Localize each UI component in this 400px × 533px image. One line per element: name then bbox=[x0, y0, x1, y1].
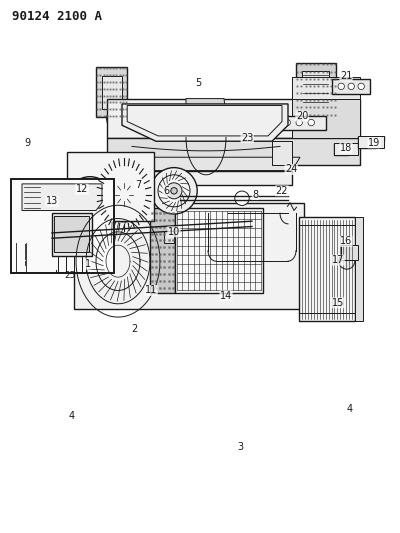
Polygon shape bbox=[296, 63, 336, 116]
Circle shape bbox=[120, 190, 128, 199]
Bar bbox=[175, 208, 263, 293]
Polygon shape bbox=[107, 99, 360, 138]
Polygon shape bbox=[74, 203, 304, 309]
Polygon shape bbox=[67, 152, 154, 237]
Polygon shape bbox=[127, 106, 282, 136]
Circle shape bbox=[97, 167, 151, 222]
Bar bbox=[17, 229, 34, 243]
Polygon shape bbox=[96, 67, 127, 117]
Text: 16: 16 bbox=[340, 237, 352, 246]
Circle shape bbox=[308, 119, 314, 126]
Bar bbox=[358, 136, 384, 148]
Text: 11: 11 bbox=[145, 286, 157, 295]
Text: 5: 5 bbox=[195, 78, 201, 87]
Circle shape bbox=[76, 186, 104, 214]
Text: 19: 19 bbox=[368, 138, 380, 148]
Bar bbox=[52, 213, 92, 256]
Circle shape bbox=[235, 191, 249, 206]
Polygon shape bbox=[22, 184, 102, 211]
Polygon shape bbox=[292, 99, 360, 138]
Circle shape bbox=[166, 183, 182, 199]
Circle shape bbox=[348, 83, 354, 90]
Bar bbox=[102, 76, 122, 109]
Text: 90124 2100 A: 90124 2100 A bbox=[12, 10, 102, 22]
Circle shape bbox=[103, 174, 145, 215]
Bar bbox=[150, 208, 175, 293]
Bar bbox=[341, 245, 358, 260]
Text: 14: 14 bbox=[220, 291, 232, 301]
Bar bbox=[334, 143, 358, 155]
Text: 2: 2 bbox=[131, 325, 137, 334]
Bar bbox=[11, 179, 114, 273]
Bar bbox=[302, 71, 329, 107]
Text: 17: 17 bbox=[332, 255, 344, 265]
Text: 15: 15 bbox=[332, 298, 344, 308]
Text: 23: 23 bbox=[241, 133, 253, 142]
Text: 9: 9 bbox=[24, 138, 30, 148]
Text: 6: 6 bbox=[163, 186, 169, 196]
Bar bbox=[278, 116, 326, 130]
Text: 25: 25 bbox=[64, 271, 76, 280]
Text: 10: 10 bbox=[168, 227, 180, 237]
Circle shape bbox=[84, 194, 96, 206]
Text: 4: 4 bbox=[69, 411, 75, 421]
Polygon shape bbox=[292, 77, 360, 99]
Text: 20: 20 bbox=[296, 111, 308, 121]
Bar bbox=[54, 216, 89, 252]
Text: 22: 22 bbox=[276, 186, 288, 196]
Polygon shape bbox=[106, 157, 300, 171]
Circle shape bbox=[296, 119, 302, 126]
Text: 4: 4 bbox=[347, 405, 353, 414]
Bar bbox=[164, 231, 174, 243]
Bar bbox=[299, 217, 355, 321]
Text: 8: 8 bbox=[252, 190, 258, 199]
Text: 24: 24 bbox=[285, 165, 297, 174]
Text: 21: 21 bbox=[340, 71, 352, 81]
Polygon shape bbox=[107, 138, 360, 165]
Polygon shape bbox=[186, 99, 226, 138]
Circle shape bbox=[151, 167, 197, 214]
Circle shape bbox=[338, 83, 344, 90]
Circle shape bbox=[158, 175, 190, 207]
Text: 3: 3 bbox=[237, 442, 243, 451]
Text: 18: 18 bbox=[340, 143, 352, 153]
Circle shape bbox=[339, 253, 355, 269]
Bar bbox=[16, 195, 35, 225]
Polygon shape bbox=[272, 141, 292, 165]
Text: 1: 1 bbox=[85, 259, 91, 269]
Text: 13: 13 bbox=[46, 197, 58, 206]
Circle shape bbox=[358, 83, 364, 90]
Bar bbox=[14, 191, 38, 232]
Circle shape bbox=[114, 184, 134, 205]
Text: 7: 7 bbox=[135, 181, 141, 190]
Polygon shape bbox=[106, 116, 118, 138]
Polygon shape bbox=[122, 104, 288, 141]
Circle shape bbox=[171, 188, 177, 194]
Bar bbox=[355, 217, 363, 321]
Text: 12: 12 bbox=[76, 184, 88, 194]
Bar bbox=[332, 79, 370, 94]
Polygon shape bbox=[106, 171, 292, 185]
Circle shape bbox=[284, 119, 290, 126]
Circle shape bbox=[67, 176, 113, 223]
